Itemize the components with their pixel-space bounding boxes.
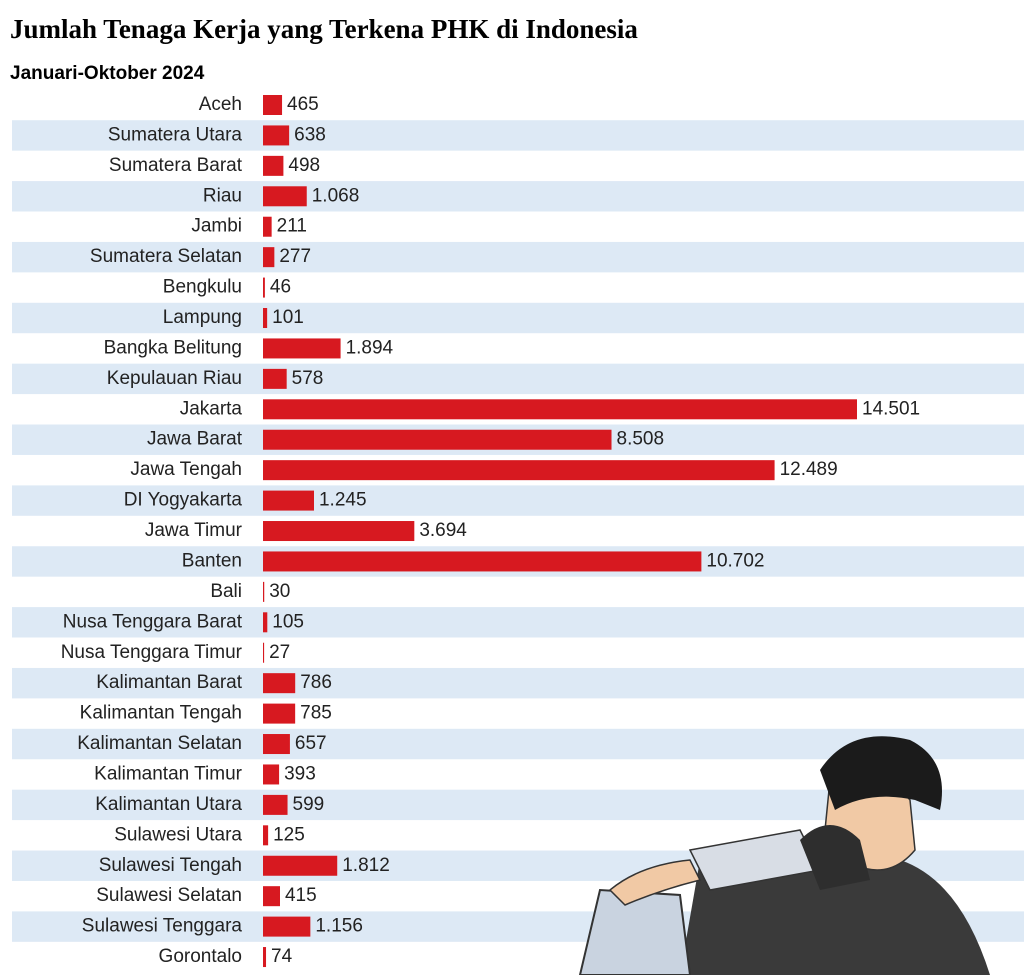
- bar: [263, 277, 265, 298]
- row-band: [12, 607, 1024, 638]
- value-label: 638: [294, 124, 326, 145]
- category-label: Kepulauan Riau: [107, 368, 242, 389]
- value-label: 30: [269, 581, 290, 602]
- row-band: [12, 120, 1024, 151]
- category-label: Aceh: [199, 94, 242, 115]
- row-band: [12, 302, 1024, 334]
- category-label: Nusa Tenggara Timur: [61, 642, 243, 663]
- category-label: Bangka Belitung: [104, 337, 242, 358]
- bar: [263, 581, 265, 602]
- value-label: 1.068: [312, 185, 360, 206]
- category-label: Sumatera Utara: [108, 124, 243, 145]
- row-band: [12, 363, 1024, 395]
- value-label: 415: [285, 885, 317, 906]
- chart-subtitle: Januari-Oktober 2024: [10, 63, 205, 84]
- category-label: Kalimantan Utara: [95, 794, 242, 815]
- bar: [263, 338, 341, 359]
- bar: [263, 460, 775, 481]
- bar: [263, 825, 269, 846]
- value-label: 10.702: [706, 550, 764, 571]
- category-label: Kalimantan Barat: [96, 672, 242, 693]
- value-label: 27: [269, 642, 290, 663]
- bar: [263, 886, 280, 907]
- category-label: Bengkulu: [163, 277, 242, 298]
- bar: [263, 186, 307, 207]
- category-label: Nusa Tenggara Barat: [63, 611, 243, 632]
- category-label: Jambi: [191, 216, 242, 237]
- category-label: Sumatera Selatan: [90, 246, 242, 267]
- category-label: Riau: [203, 185, 242, 206]
- value-label: 599: [293, 794, 325, 815]
- bar: [263, 521, 415, 542]
- value-label: 786: [300, 672, 332, 693]
- bar: [263, 703, 296, 724]
- bar: [263, 399, 857, 420]
- bar: [263, 429, 612, 450]
- category-label: Bali: [210, 581, 242, 602]
- bar: [263, 794, 288, 815]
- category-label: Lampung: [163, 307, 242, 328]
- category-label: Kalimantan Selatan: [77, 733, 242, 754]
- category-label: Jawa Barat: [147, 429, 243, 450]
- category-label: Jawa Tengah: [130, 459, 242, 480]
- value-label: 785: [300, 703, 332, 724]
- row-band: [12, 667, 1024, 699]
- category-label: Sulawesi Selatan: [96, 885, 242, 906]
- value-label: 498: [288, 155, 320, 176]
- category-label: Sulawesi Tenggara: [82, 916, 243, 937]
- bar: [263, 247, 275, 268]
- row-band: [12, 485, 1024, 516]
- bar: [263, 612, 268, 633]
- value-label: 1.245: [319, 490, 367, 511]
- bar: [263, 551, 702, 572]
- bar: [263, 855, 338, 876]
- row-band: [12, 241, 1024, 273]
- category-label: Sulawesi Utara: [114, 824, 242, 845]
- value-label: 211: [277, 216, 307, 237]
- bar: [263, 155, 284, 176]
- category-label: DI Yogyakarta: [124, 490, 243, 511]
- category-label: Jawa Timur: [145, 520, 243, 541]
- chart-title: Jumlah Tenaga Kerja yang Terkena PHK di …: [10, 14, 638, 44]
- value-label: 8.508: [617, 429, 665, 450]
- value-label: 3.694: [419, 520, 467, 541]
- bar: [263, 216, 272, 237]
- value-label: 74: [271, 946, 293, 967]
- value-label: 46: [270, 277, 291, 298]
- value-label: 14.501: [862, 398, 920, 419]
- bar: [263, 368, 287, 389]
- value-label: 1.156: [315, 916, 363, 937]
- category-label: Kalimantan Timur: [94, 763, 243, 784]
- category-label: Gorontalo: [159, 946, 242, 967]
- category-label: Kalimantan Tengah: [80, 703, 242, 724]
- value-label: 101: [272, 307, 304, 328]
- bar: [263, 642, 265, 663]
- bar: [263, 490, 314, 511]
- category-label: Jakarta: [180, 398, 243, 419]
- category-label: Sulawesi Tengah: [99, 855, 242, 876]
- bar: [263, 125, 290, 146]
- value-label: 277: [279, 246, 311, 267]
- bar: [263, 308, 268, 329]
- value-label: 657: [295, 733, 327, 754]
- value-label: 12.489: [780, 459, 838, 480]
- bar: [263, 947, 267, 968]
- bar: [263, 95, 283, 115]
- value-label: 578: [292, 368, 324, 389]
- category-label: Sumatera Barat: [109, 155, 243, 176]
- value-label: 1.894: [346, 337, 394, 358]
- value-label: 1.812: [342, 855, 390, 876]
- bar: [263, 916, 311, 937]
- bar: [263, 673, 296, 694]
- row-band: [12, 181, 1024, 212]
- value-label: 465: [287, 94, 319, 115]
- illustration: [578, 736, 990, 975]
- bar: [263, 734, 290, 755]
- value-label: 393: [284, 763, 316, 784]
- value-label: 105: [272, 611, 304, 632]
- value-label: 125: [273, 824, 305, 845]
- category-label: Banten: [182, 550, 242, 571]
- bar: [263, 764, 280, 785]
